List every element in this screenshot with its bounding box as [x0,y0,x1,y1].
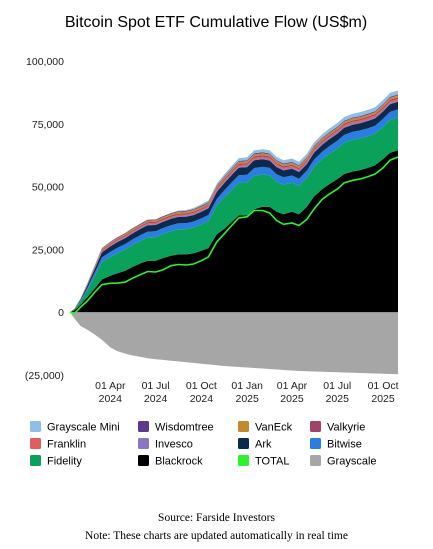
y-tick-label: 50,000 [32,182,64,194]
legend-swatch-franklin [30,438,41,449]
legend-swatch-grayscale-mini [30,421,41,432]
area-ark [70,101,398,313]
legend-swatch-grayscale [310,455,321,466]
area-grayscale-mini [70,90,398,313]
legend-swatch-blackrock [138,455,149,466]
legend-label-wisdomtree: Wisdomtree [155,422,214,434]
area-vaneck [70,95,398,313]
legend-swatch-vaneck [238,421,249,432]
y-tick-label: 25,000 [32,244,64,256]
legend-swatch-ark [238,438,249,449]
legend-label-bitwise: Bitwise [327,439,362,451]
legend: Grayscale Mini Wisdomtree VanEck Valkyrie Fr… [30,421,377,468]
legend-label-grayscale-mini: Grayscale Mini [47,422,120,434]
legend-label-valkyrie: Valkyrie [327,422,365,434]
x-tick-label: 01 Apr 2024 [95,380,126,405]
legend-label-blackrock: Blackrock [155,456,203,468]
y-tick-label: 100,000 [26,56,64,68]
legend-swatch-valkyrie [310,421,321,432]
legend-label-franklin: Franklin [47,439,86,451]
area-invesco [70,100,398,313]
y-tick-label: 0 [58,307,64,319]
legend-swatch-fidelity [30,455,41,466]
area-franklin [70,98,398,313]
realtime-note: Note: These charts are updated automatic… [85,530,348,542]
x-tick-label: 01 Apr 2025 [277,380,308,405]
y-tick-label: (25,000) [25,370,64,382]
legend-label-invesco: Invesco [155,439,193,451]
line-total [69,156,399,315]
legend-swatch-wisdomtree [138,421,149,432]
legend-swatch-invesco [138,438,149,449]
chart-title: Bitcoin Spot ETF Cumulative Flow (US$m) [65,14,367,31]
legend-label-vaneck: VanEck [255,422,293,434]
x-axis: 01 Apr 2024 01 Jul 2024 01 Oct 2024 01 Jan 2025… [95,380,398,405]
area-fidelity [70,117,398,313]
x-tick-label: 01 Jan 2025 [231,380,263,405]
area-grayscale [70,312,398,375]
area-bitwise [70,109,398,313]
y-tick-label: 75,000 [32,119,64,131]
legend-label-ark: Ark [255,439,272,451]
x-tick-label: 01 Oct 2024 [186,380,217,405]
chart-canvas: Bitcoin Spot ETF Cumulative Flow (US$m) … [25,14,399,468]
legend-label-fidelity: Fidelity [47,456,82,468]
legend-label-grayscale: Grayscale [327,456,377,468]
x-tick-label: 01 Oct 2025 [368,380,399,405]
x-tick-label: 01 Jul 2024 [142,380,170,405]
legend-swatch-bitwise [310,438,321,449]
legend-swatch-total [238,455,249,466]
x-tick-label: 01 Jul 2025 [323,380,351,405]
area-series-group [70,90,398,375]
line-series-group [69,156,399,315]
legend-label-total: TOTAL [255,456,289,468]
source-note: Source: Farside Investors [158,512,275,524]
